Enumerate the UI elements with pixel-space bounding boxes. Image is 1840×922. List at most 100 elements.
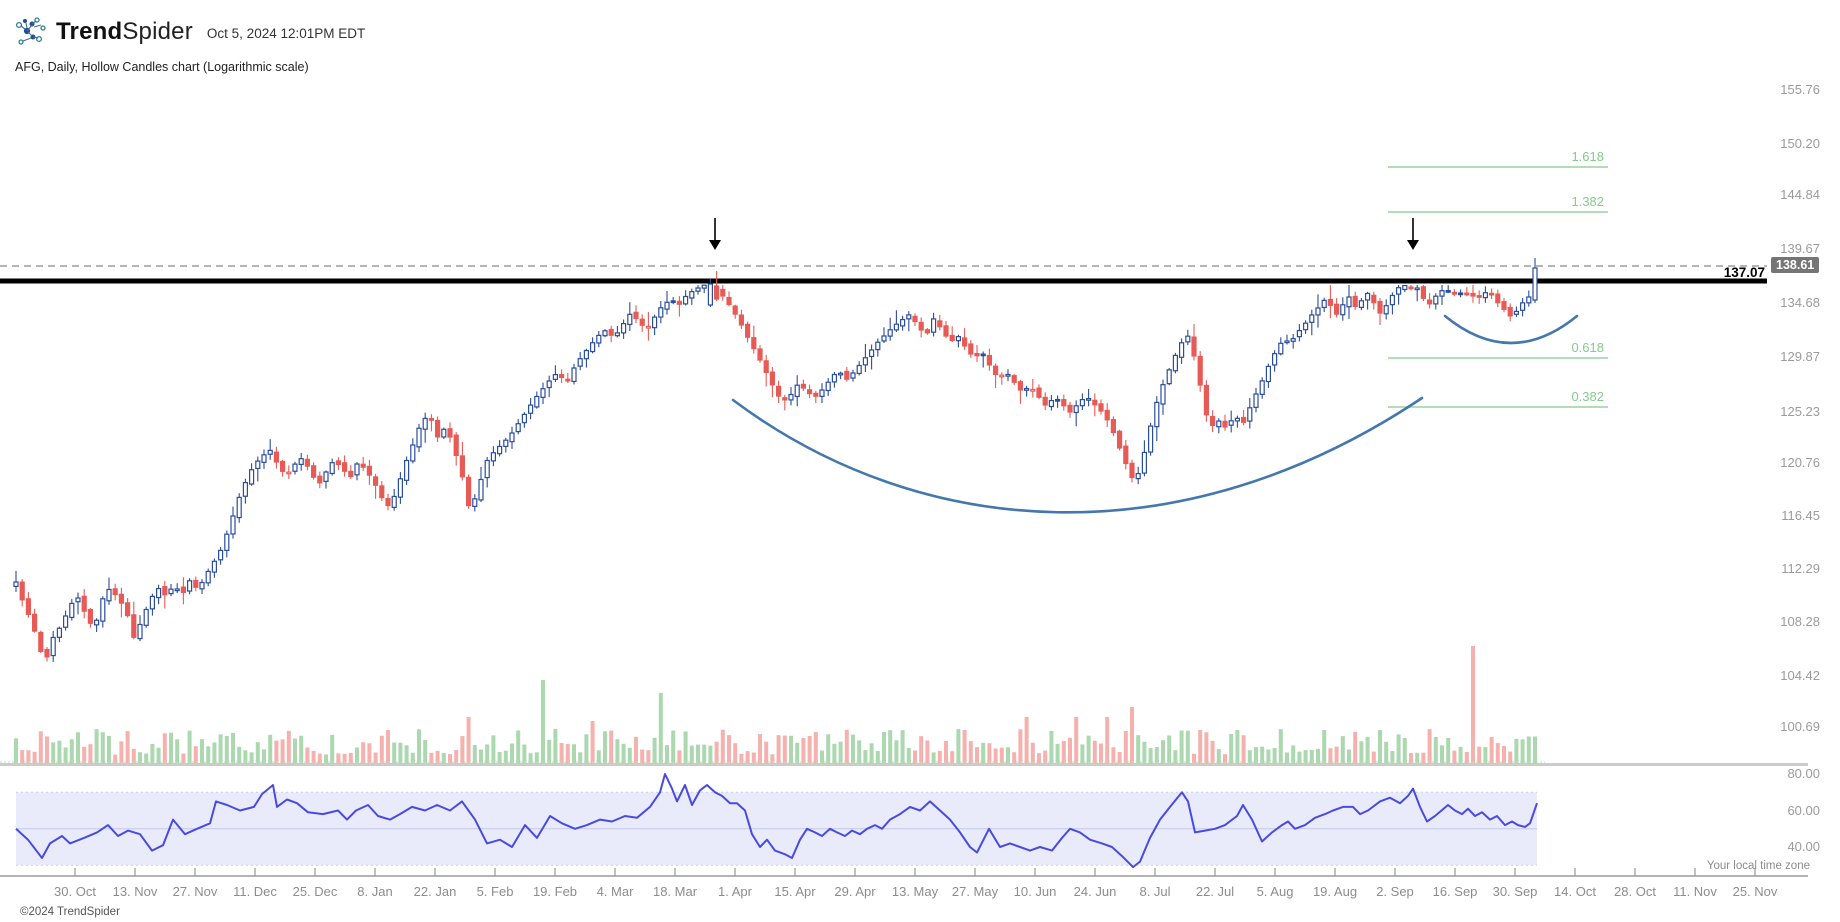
candle [1346,296,1352,308]
volume-bar [745,751,750,763]
volume-bar [14,738,18,763]
rsi-line[interactable] [15,773,1538,869]
volume-bar [1142,741,1147,763]
date-axis-label[interactable]: 15. Apr [774,884,816,899]
volume-bar [1210,740,1215,763]
volume-bar [584,734,589,763]
chart-timestamp: Oct 5, 2024 12:01PM EDT [206,26,366,41]
price-axis-label: 129.87 [1780,349,1820,364]
date-axis-label[interactable]: 16. Sep [1432,884,1478,899]
volume-bar [26,750,31,763]
candle [565,378,571,382]
date-axis-label[interactable]: 22. Jan [413,884,457,899]
volume-bar [503,750,508,763]
date-axis-label[interactable]: 28. Oct [1614,884,1656,899]
candle [149,595,155,610]
volume-bar [1297,751,1302,763]
candle [441,428,447,438]
date-axis-label[interactable]: 8. Jul [1139,884,1171,899]
volume-bar [76,732,80,763]
volume-bar [423,740,428,763]
candle [1054,398,1061,402]
date-axis-label[interactable]: 30. Oct [54,884,96,899]
candle [25,598,31,615]
candle [558,374,565,378]
candle [490,452,496,462]
volume-bar [826,734,831,763]
candle [992,365,999,376]
date-axis-label[interactable]: 30. Sep [1492,884,1538,899]
candle [868,349,875,358]
candle [1526,296,1532,304]
volume-bar [1235,730,1240,763]
date-axis-label[interactable]: 27. May [951,884,999,899]
brand-spider: Spider [122,18,193,45]
volume-series[interactable] [14,646,1537,763]
date-axis-label[interactable]: 25. Dec [292,884,338,899]
candle [1340,304,1346,316]
price-axis-label: 155.76 [1780,82,1820,97]
candle [875,341,881,351]
candle [69,602,75,619]
volume-bar [906,747,911,763]
volume-bar [38,731,43,763]
date-axis-label[interactable]: 5. Aug [1256,884,1294,899]
volume-bar [1105,717,1110,763]
date-axis-label[interactable]: 27. Nov [172,884,218,899]
candle [1042,396,1048,406]
candle [1253,393,1259,408]
candle [639,318,645,326]
candle [850,372,856,379]
volume-bar [20,750,25,763]
candle [280,460,286,472]
date-axis-label[interactable]: 11. Nov [1673,884,1717,899]
date-axis-label[interactable]: 13. Nov [112,884,158,899]
cup-pattern-curve[interactable] [731,396,1424,514]
volume-bar [231,732,235,763]
down-arrow-head-1[interactable] [709,240,721,250]
volume-bar [547,739,552,763]
date-axis-label[interactable]: 24. Jun [1073,884,1117,899]
volume-bar [875,750,880,763]
candle [651,316,658,329]
handle-pattern-curve[interactable] [1443,314,1579,345]
volume-bar [1427,729,1432,763]
date-axis-label[interactable]: 19. Feb [532,884,578,899]
volume-bar [429,752,434,763]
volume-bar [516,730,521,763]
date-axis-label[interactable]: 18. Mar [652,884,698,899]
volume-bar [795,742,800,763]
volume-bar [851,734,855,763]
date-axis-label[interactable]: 13. May [891,884,939,899]
date-axis-label[interactable]: 1. Apr [718,884,752,899]
date-axis-label[interactable]: 4. Mar [596,884,634,899]
date-axis-label[interactable]: 5. Feb [476,884,514,899]
down-arrow-head-2[interactable] [1407,240,1419,250]
date-axis-label[interactable]: 11. Dec [233,884,277,899]
date-axis-label[interactable]: 29. Apr [834,884,876,899]
date-axis-label[interactable]: 22. Jul [1195,884,1235,899]
candle [1129,462,1135,479]
volume-bar [392,742,397,763]
date-axis-label[interactable]: 10. Jun [1013,884,1057,899]
candle [211,560,217,573]
candle [924,329,931,334]
volume-bar [1415,752,1420,763]
volume-bar [100,732,105,763]
date-axis-label[interactable]: 2. Sep [1376,884,1414,899]
date-axis-label[interactable]: 14. Oct [1554,884,1596,899]
date-axis-label[interactable]: 8. Jan [357,884,393,899]
candlestick-series[interactable] [13,258,1538,662]
volume-bar [1464,751,1469,763]
volume-bar [63,747,68,763]
date-axis-label[interactable]: 19. Aug [1312,884,1358,899]
date-axis-label[interactable]: 25. Nov [1732,884,1778,899]
volume-bar [386,729,390,763]
volume-bar [379,735,384,763]
candle [1358,300,1365,308]
volume-bar [510,743,514,763]
trendspider-logo-icon [15,17,46,45]
volume-bar [119,741,124,763]
resistance-price-label[interactable]: 137.07 [1723,265,1765,280]
